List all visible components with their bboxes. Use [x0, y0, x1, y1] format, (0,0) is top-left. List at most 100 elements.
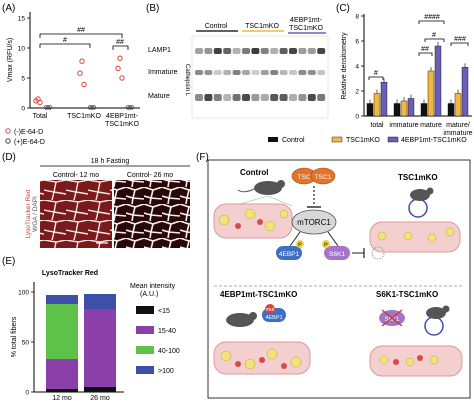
panel-e-ylabel: % total fibers: [11, 316, 18, 357]
panel-c-bar: [393, 103, 401, 117]
mouse-icon: [226, 312, 257, 327]
panel-a-sig-3: ##: [116, 39, 124, 46]
blot-band: [317, 48, 326, 54]
panel-e-legend-title-2: (A.U.): [140, 291, 158, 298]
panel-d-title: 18 h Fasting: [91, 158, 130, 165]
panel-e-legend-label: <15: [158, 308, 170, 315]
s6k1-label: S6K1: [329, 251, 345, 258]
mouse-wheelchair-icon: [424, 305, 450, 336]
blot-band: [270, 70, 279, 75]
blot-band: [223, 94, 232, 101]
panel-c-bar: [427, 70, 435, 117]
bottom-legend: Control TSC1mKO 4EBP1mt-TSC1mKO: [268, 136, 467, 144]
panel-c: (C) 0 2 4 6 8 total immature mature mature/imma…: [336, 3, 473, 137]
panel-e-legend-swatch: [136, 326, 154, 334]
panel-e-cat-12mo: 12 mo: [52, 395, 72, 402]
blot-band: [279, 70, 288, 75]
blot-col-4ebp1-line2: TSC1mKO: [289, 25, 323, 32]
blot-band: [307, 94, 316, 101]
panel-c-xlabel: mature: [420, 122, 442, 129]
mut-marker: [265, 304, 275, 314]
panel-e-stack-segment: [46, 295, 78, 304]
blot-col-4ebp1-line1: 4EBP1mt-: [290, 17, 323, 24]
lysotracker-image-12mo: [40, 180, 112, 248]
blot-col-control: Control: [205, 23, 228, 30]
panel-e-legend-swatch: [136, 366, 154, 374]
legend-tsc1mko-swatch: [331, 136, 343, 143]
panel-c-sig-4: #: [432, 32, 436, 39]
blot-band: [251, 48, 260, 54]
4ebp1-label: 4EBP1: [279, 251, 300, 258]
phospho-label-1: P: [298, 243, 302, 249]
s6k1-ko-label: S6K1: [385, 317, 400, 323]
panel-a-label: (A): [2, 3, 15, 14]
panel-c-bar: [461, 67, 469, 117]
panel-e-legend-label: 15-40: [158, 328, 176, 335]
blot-band: [213, 48, 222, 54]
panel-c-ytick: 6: [355, 39, 359, 46]
blot-band: [289, 70, 297, 75]
blot-band: [298, 48, 307, 54]
panel-d: (D) 18 h Fasting Control- 12 mo Control-…: [2, 152, 190, 248]
panel-a-sig-2: ##: [77, 27, 85, 34]
panel-a-point-plus: [43, 105, 49, 110]
panel-a-sig-1: #: [63, 37, 67, 44]
panel-a-point-minus: [79, 58, 85, 64]
blot-band: [289, 48, 297, 54]
blot-band: [298, 94, 307, 101]
panel-c-bar: [434, 45, 442, 117]
blot-band: [307, 48, 316, 54]
panel-a-point-minus: [81, 81, 87, 88]
legend-tsc1mko-label: TSC1mKO: [346, 137, 380, 144]
panel-e: (E) LysoTracker Red 0 50 100 % total fiber…: [2, 256, 180, 402]
panel-e-legend-label: >100: [158, 368, 174, 375]
blot-band: [317, 94, 326, 101]
blot-band: [204, 70, 213, 75]
panel-c-xlabel: immature: [389, 122, 418, 129]
mtorc1-label: mTORC1: [297, 218, 331, 227]
panel-a-group-4ebp1-line2: TSC1mKO: [105, 121, 139, 128]
panel-b-label: (B): [146, 3, 159, 14]
legend-minus-label: (-)E-64-D: [14, 129, 43, 136]
panel-a-ytick: 15: [18, 16, 26, 23]
muscle-fiber-tsc1mko: [369, 221, 461, 253]
panel-c-sig-3: ####: [424, 14, 440, 21]
mouse-icon: [237, 180, 285, 195]
panel-c-xlabel: mature/: [446, 122, 470, 129]
muscle-fiber-s6k1: [369, 345, 463, 377]
blot-band: [251, 94, 260, 101]
panel-a-point-minus: [117, 55, 123, 61]
blot-band: [195, 94, 203, 101]
panel-a: (A) 0 5 10 15 Vmax (RFU/s) # ## ## Total TS…: [2, 3, 140, 146]
panel-a-group-total: Total: [33, 113, 48, 120]
panel-e-title: LysoTracker Red: [42, 270, 98, 277]
panel-a-point-plus: [47, 105, 53, 110]
panel-d-left-label: Control- 12 mo: [53, 172, 99, 179]
panel-c-bar: [366, 103, 374, 117]
panel-c-ytick: 2: [355, 89, 359, 96]
blot-col-tsc1mko: TSC1mKO: [245, 23, 279, 30]
blot-band: [232, 70, 241, 75]
legend-4ebp1-swatch: [387, 136, 399, 143]
mouse-wheelchair-icon: [408, 187, 434, 218]
panel-a-point-minus: [115, 65, 121, 72]
blot-band: [213, 70, 222, 75]
panel-b: (B) Control TSC1mKO 4EBP1mt- TSC1mKO LAM…: [146, 3, 329, 119]
panel-a-point-plus: [127, 105, 133, 110]
panel-a-point-minus: [119, 75, 125, 81]
panel-e-ytick: 50: [22, 340, 30, 347]
panel-a-point-minus: [77, 70, 83, 76]
panel-c-ytick: 0: [355, 114, 359, 121]
blot-band: [289, 94, 297, 101]
panel-e-label: (E): [2, 256, 15, 267]
panel-e-stack-segment: [46, 304, 78, 359]
legend-plus-label: (+)E-64-D: [14, 139, 45, 146]
4ebp1-node: [276, 246, 302, 260]
panel-c-bar: [454, 93, 462, 117]
panel-d-label: (D): [2, 152, 16, 163]
panel-f-control: Control: [240, 168, 268, 177]
panel-e-legend-label: 40-100: [158, 348, 180, 355]
blot-side-label: Cathepsin L: [184, 64, 190, 97]
panel-f-4ebp1mt: 4EBP1mt-TSC1mKO: [220, 290, 297, 299]
